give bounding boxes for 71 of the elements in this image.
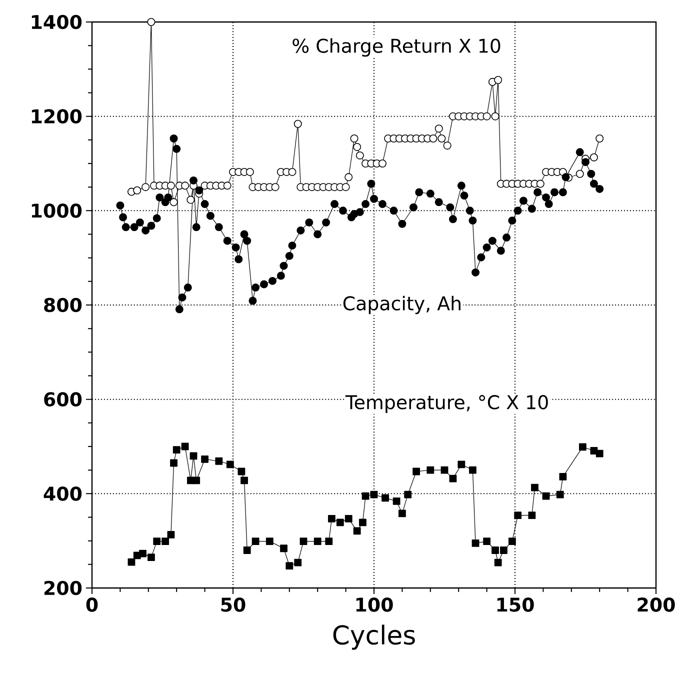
point — [252, 538, 260, 545]
point — [404, 490, 412, 498]
point — [300, 538, 308, 545]
point — [500, 546, 508, 554]
point — [153, 538, 161, 545]
point — [181, 442, 189, 450]
series-label: % Charge Return X 10 — [292, 38, 500, 57]
x-tick-label: 150 — [497, 598, 534, 612]
y-tick-label: 1400 — [32, 14, 82, 30]
point — [238, 468, 246, 476]
point — [596, 450, 604, 458]
point — [392, 498, 400, 505]
y-tick-label: 800 — [44, 298, 82, 312]
point — [294, 558, 302, 566]
point — [426, 466, 434, 474]
point — [266, 538, 274, 545]
point — [559, 472, 567, 480]
point — [280, 544, 288, 552]
point — [240, 476, 248, 484]
point — [190, 452, 198, 460]
y-tick-label: 1200 — [32, 109, 82, 124]
text: Temperature, °C X 10 — [345, 395, 548, 414]
point — [148, 554, 155, 562]
point — [336, 518, 344, 526]
point — [170, 459, 178, 467]
series-label: Capacity, Ah — [343, 296, 460, 314]
point — [353, 527, 361, 535]
point — [382, 494, 389, 502]
x-tick-label: 200 — [638, 598, 675, 612]
point — [531, 484, 538, 492]
point — [344, 514, 352, 522]
point — [370, 490, 378, 498]
point — [458, 460, 466, 468]
point — [556, 490, 564, 498]
point — [472, 539, 480, 547]
point — [162, 538, 170, 545]
x-tick-label: 100 — [356, 598, 393, 612]
point — [139, 550, 146, 558]
point — [412, 468, 420, 476]
point — [226, 460, 234, 468]
point — [192, 476, 200, 484]
x-tick-label: 0 — [86, 598, 98, 612]
point — [492, 546, 499, 554]
point — [201, 456, 208, 463]
point — [528, 512, 536, 520]
point — [514, 512, 522, 520]
point — [325, 538, 333, 545]
point — [449, 474, 457, 482]
point — [483, 538, 490, 545]
point — [215, 457, 223, 465]
point — [542, 492, 550, 500]
y-tick-label: 200 — [44, 580, 82, 596]
point — [578, 443, 586, 451]
point — [494, 558, 502, 566]
x-tick-label: 50 — [221, 598, 246, 612]
y-tick-label: 400 — [44, 486, 82, 501]
point — [172, 446, 180, 454]
point — [508, 538, 516, 545]
point — [314, 538, 322, 545]
point — [398, 510, 406, 518]
y-tick-label: 600 — [44, 392, 82, 406]
point — [362, 492, 370, 500]
point — [359, 518, 366, 526]
point — [469, 466, 476, 474]
point — [440, 466, 448, 474]
point — [243, 546, 251, 554]
point — [286, 562, 294, 570]
point — [328, 514, 336, 522]
x-axis-title: Cycles — [333, 624, 415, 650]
y-tick-label: 1000 — [32, 204, 82, 218]
point — [167, 530, 175, 538]
